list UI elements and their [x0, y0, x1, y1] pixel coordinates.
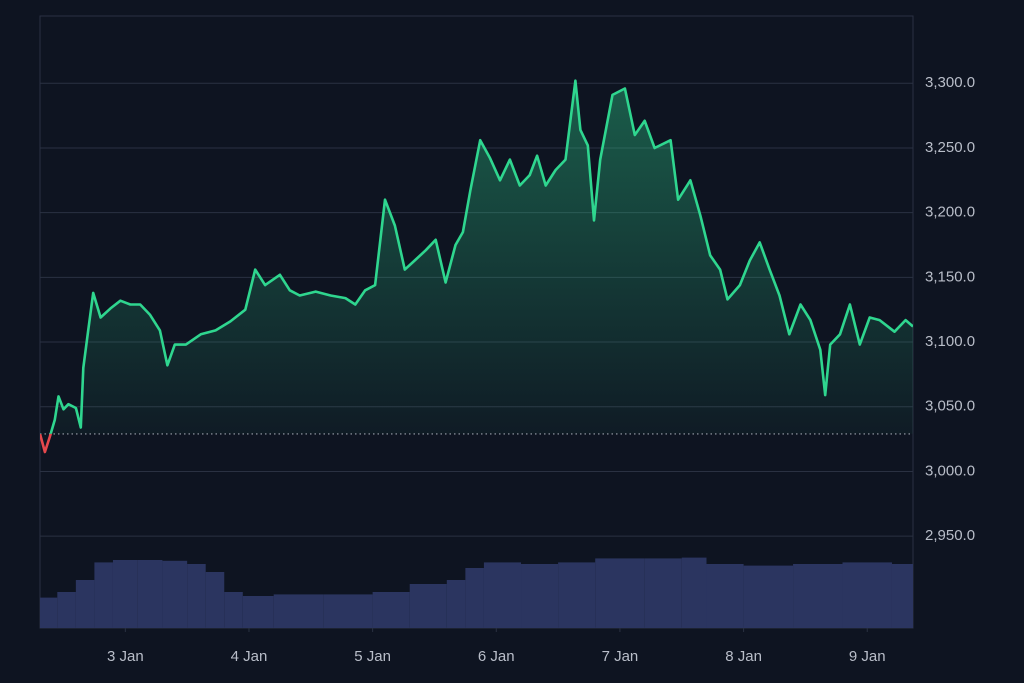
volume-bar [465, 568, 484, 628]
x-tick-label: 7 Jan [602, 648, 639, 665]
volume-bar [409, 584, 447, 628]
volume-bar [842, 562, 892, 628]
volume-bar [187, 564, 206, 628]
y-tick-label: 3,200.0 [925, 204, 975, 221]
volume-bar [224, 592, 243, 628]
y-tick-label: 2,950.0 [925, 527, 975, 544]
price-area [40, 80, 913, 434]
volume-bar [681, 557, 707, 628]
volume-bar [75, 580, 95, 628]
volume-bar [372, 592, 410, 628]
volume-bar [40, 597, 58, 628]
volume-bar [706, 564, 744, 628]
volume-bar [483, 562, 522, 628]
x-tick-label: 9 Jan [849, 648, 886, 665]
y-tick-label: 3,150.0 [925, 268, 975, 285]
volume-bar [793, 564, 843, 628]
volume-bar [162, 560, 188, 628]
x-tick-label: 3 Jan [107, 648, 144, 665]
y-tick-label: 3,100.0 [925, 333, 975, 350]
price-line [40, 79, 913, 434]
x-tick-label: 5 Jan [354, 648, 391, 665]
y-tick-label: 3,300.0 [925, 74, 975, 91]
volume-bar [644, 558, 682, 628]
volume-bar [891, 564, 913, 628]
volume-bar [521, 564, 559, 628]
volume-bar [242, 596, 274, 628]
volume-bar [273, 594, 324, 628]
volume-bar [137, 560, 163, 628]
x-tick-label: 6 Jan [478, 648, 515, 665]
volume-bar [323, 594, 373, 628]
x-tick-label: 4 Jan [231, 648, 268, 665]
volume-bar [205, 572, 225, 628]
y-tick-label: 3,050.0 [925, 398, 975, 415]
y-tick-label: 3,000.0 [925, 462, 975, 479]
volume-bar [57, 592, 76, 628]
volume-bar [446, 580, 466, 628]
volume-bar [558, 562, 596, 628]
y-tick-label: 3,250.0 [925, 139, 975, 156]
volume-bar [595, 558, 645, 628]
volume-bar [743, 565, 794, 628]
volume-bar [112, 560, 138, 628]
x-tick-label: 8 Jan [725, 648, 762, 665]
volume-bar [94, 562, 113, 628]
